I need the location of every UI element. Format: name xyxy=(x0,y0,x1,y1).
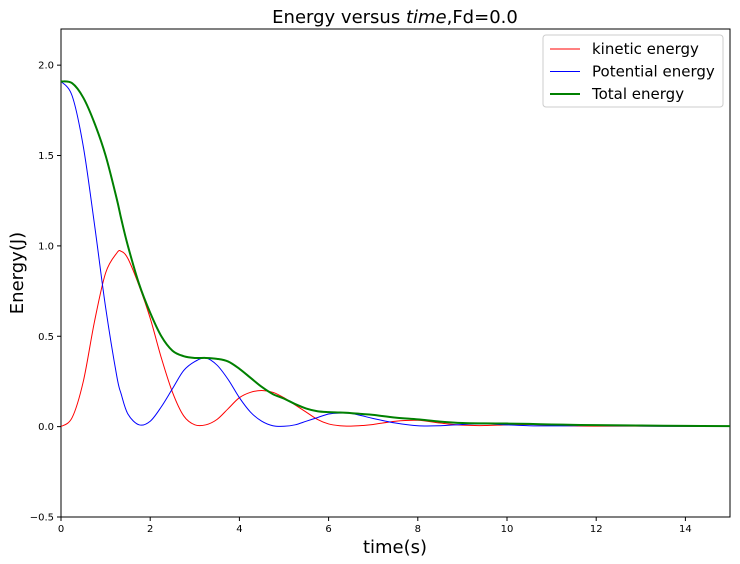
legend-label-potential-energy: Potential energy xyxy=(592,63,715,81)
x-tick-label: 8 xyxy=(415,524,421,535)
legend-label-total-energy: Total energy xyxy=(591,85,684,103)
legend-box xyxy=(542,34,724,108)
y-tick-label: 0.5 xyxy=(38,332,54,343)
series-layer xyxy=(61,80,730,428)
x-tick-label: 12 xyxy=(590,524,603,535)
y-tick-label: −0.5 xyxy=(30,513,54,524)
x-tick-label: 2 xyxy=(147,524,153,535)
x-tick-label: 6 xyxy=(325,524,331,535)
x-axis: 0 2 4 6 8 10 12 14 xyxy=(58,517,692,535)
plot-frame xyxy=(60,28,731,518)
plot-area xyxy=(60,28,731,518)
y-tick-label: 2.0 xyxy=(38,61,54,72)
chart-title: Energy versus time,Fd=0.0 xyxy=(272,7,518,28)
x-tick-label: 14 xyxy=(679,524,692,535)
x-axis-label: time(s) xyxy=(363,537,427,558)
y-axis-label: Energy(J) xyxy=(7,232,28,314)
x-tick-label: 0 xyxy=(58,524,64,535)
chart-title-prefix: Energy versus xyxy=(272,7,406,28)
x-tick-label: 10 xyxy=(501,524,514,535)
legend-label-kinetic-energy: kinetic energy xyxy=(592,40,699,58)
chart-title-italic: time xyxy=(406,7,447,28)
series-total-energy-line xyxy=(61,80,730,428)
chart-title-suffix: ,Fd=0.0 xyxy=(447,7,518,28)
legend: kinetic energy Potential energy Total ener… xyxy=(542,34,724,108)
y-tick-label: 0.0 xyxy=(38,422,54,433)
y-tick-label: 1.5 xyxy=(38,151,54,162)
y-axis: −0.5 0.0 0.5 1.0 1.5 2.0 xyxy=(30,61,61,524)
series-potential-energy-line xyxy=(61,81,730,427)
y-tick-label: 1.0 xyxy=(38,241,54,252)
x-tick-label: 4 xyxy=(236,524,242,535)
